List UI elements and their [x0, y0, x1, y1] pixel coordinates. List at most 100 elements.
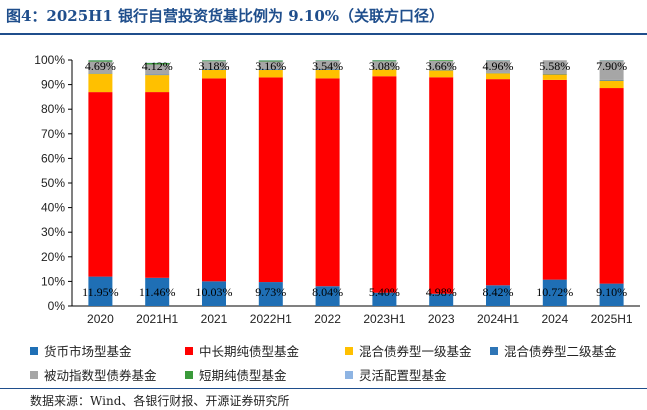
bar-segment [372, 292, 397, 306]
data-label-passive-index: 3.66% [426, 59, 457, 73]
legend-swatch [345, 370, 353, 379]
legend-label: 混合债券型二级基金 [504, 344, 617, 359]
legend-item: 被动指数型债券基金 [30, 365, 157, 384]
legend-label: 混合债券型一级基金 [359, 344, 472, 359]
bar-segment [258, 61, 283, 70]
bar-segment [599, 88, 624, 284]
data-label-money-market: 8.04% [312, 285, 343, 299]
legend-swatch [490, 346, 498, 355]
bar-segment [202, 78, 226, 282]
data-label-passive-index: 5.58% [539, 59, 570, 73]
bar-segment [145, 75, 170, 93]
bar-segment [599, 79, 624, 81]
bar-segment [429, 60, 454, 61]
bar-segment [258, 282, 283, 306]
bar-segment [486, 285, 510, 306]
y-tick-label: 100% [34, 53, 65, 67]
data-label-money-market: 10.03% [196, 285, 233, 299]
legend-swatch [185, 346, 193, 355]
legend-label: 被动指数型债券基金 [44, 368, 157, 383]
bar-segment [315, 69, 340, 79]
bar-segment [202, 61, 226, 70]
data-label-passive-index: 4.12% [142, 59, 173, 73]
bar-segment [429, 293, 454, 306]
data-source: 数据来源：Wind、各银行财报、开源证券研究所 [30, 394, 290, 408]
data-label-money-market: 9.10% [596, 285, 627, 299]
x-tick-label: 2023H1 [363, 312, 405, 326]
bar-segment [429, 60, 454, 70]
bar-segment [599, 283, 624, 306]
bar-segment [88, 60, 113, 62]
bar-segment [88, 73, 113, 93]
bar-segment [145, 277, 170, 306]
source-divider [0, 388, 647, 389]
y-tick-label: 50% [41, 176, 65, 190]
bar-segment [542, 279, 567, 306]
bar-segment [145, 92, 170, 278]
bar-segment [372, 69, 397, 77]
data-label-money-market: 5.40% [369, 285, 400, 299]
bar-segment [145, 64, 170, 75]
bar-segment [88, 276, 113, 306]
data-label-money-market: 10.72% [536, 285, 573, 299]
bar-segment [372, 61, 397, 69]
title-divider [0, 33, 647, 35]
x-tick-label: 2025H1 [591, 312, 633, 326]
legend-item: 短期纯债型基金 [185, 365, 287, 384]
x-tick-label: 2020 [87, 312, 114, 326]
chart-legend: 货币市场型基金 中长期纯债型基金 混合债券型一级基金 混合债券型二级基金被动指数型债券… [30, 341, 630, 385]
bar-segment [258, 60, 283, 62]
data-label-passive-index: 3.16% [255, 59, 286, 73]
bar-segment [145, 63, 170, 65]
bar-segment [429, 77, 454, 294]
data-label-passive-index: 4.69% [85, 59, 116, 73]
bar-segment [315, 60, 340, 70]
legend-label: 货币市场型基金 [44, 344, 132, 359]
bar-segment [429, 70, 454, 78]
legend-swatch [30, 370, 38, 379]
y-tick-label: 10% [41, 274, 65, 288]
bar-segment [542, 74, 567, 80]
bar-segment [315, 78, 340, 287]
bar-segment [542, 60, 567, 74]
bar-segment [315, 286, 340, 306]
bar-segment [486, 73, 510, 80]
x-tick-label: 2024H1 [477, 312, 519, 326]
legend-swatch [345, 346, 353, 355]
legend-item: 货币市场型基金 [30, 341, 132, 360]
bar-segment [202, 281, 226, 306]
bar-segment [88, 61, 113, 74]
bar-segment [542, 79, 567, 280]
legend-swatch [185, 370, 193, 379]
bar-segment [202, 69, 226, 79]
stacked-bar-chart: 0% 10% 20% 30% 40% 50% 60% 70% 80% 90% 100% 2020 11.… [34, 53, 640, 326]
y-tick-label: 30% [41, 225, 65, 239]
bar-segment [258, 69, 283, 71]
x-tick-label: 2024 [541, 312, 568, 326]
data-label-money-market: 4.98% [426, 285, 457, 299]
bar-segment [202, 60, 226, 62]
legend-label: 短期纯债型基金 [199, 368, 287, 383]
data-label-passive-index: 4.96% [483, 59, 514, 73]
legend-item: 灵活配置型基金 [345, 365, 447, 384]
data-label-money-market: 9.73% [255, 285, 286, 299]
y-tick-label: 0% [48, 299, 66, 313]
legend-label: 灵活配置型基金 [359, 368, 447, 383]
bar-segment [599, 80, 624, 89]
legend-item: 中长期纯债型基金 [185, 341, 299, 360]
x-tick-label: 2022H1 [250, 312, 292, 326]
data-label-money-market: 11.95% [82, 285, 119, 299]
bar-segment [88, 92, 113, 277]
bar-segment [372, 76, 397, 293]
y-tick-label: 90% [41, 78, 65, 92]
y-tick-label: 60% [41, 151, 65, 165]
y-tick-label: 40% [41, 201, 65, 215]
y-tick-label: 70% [41, 127, 65, 141]
x-tick-label: 2021H1 [136, 312, 178, 326]
chart-title: 图4：2025H1 银行自营投资货基比例为 9.10%（关联方口径） [6, 7, 445, 25]
x-tick-label: 2022 [314, 312, 341, 326]
data-label-passive-index: 3.18% [199, 59, 230, 73]
bar-segment [372, 60, 397, 62]
data-label-passive-index: 3.54% [312, 59, 343, 73]
legend-swatch [30, 346, 38, 355]
